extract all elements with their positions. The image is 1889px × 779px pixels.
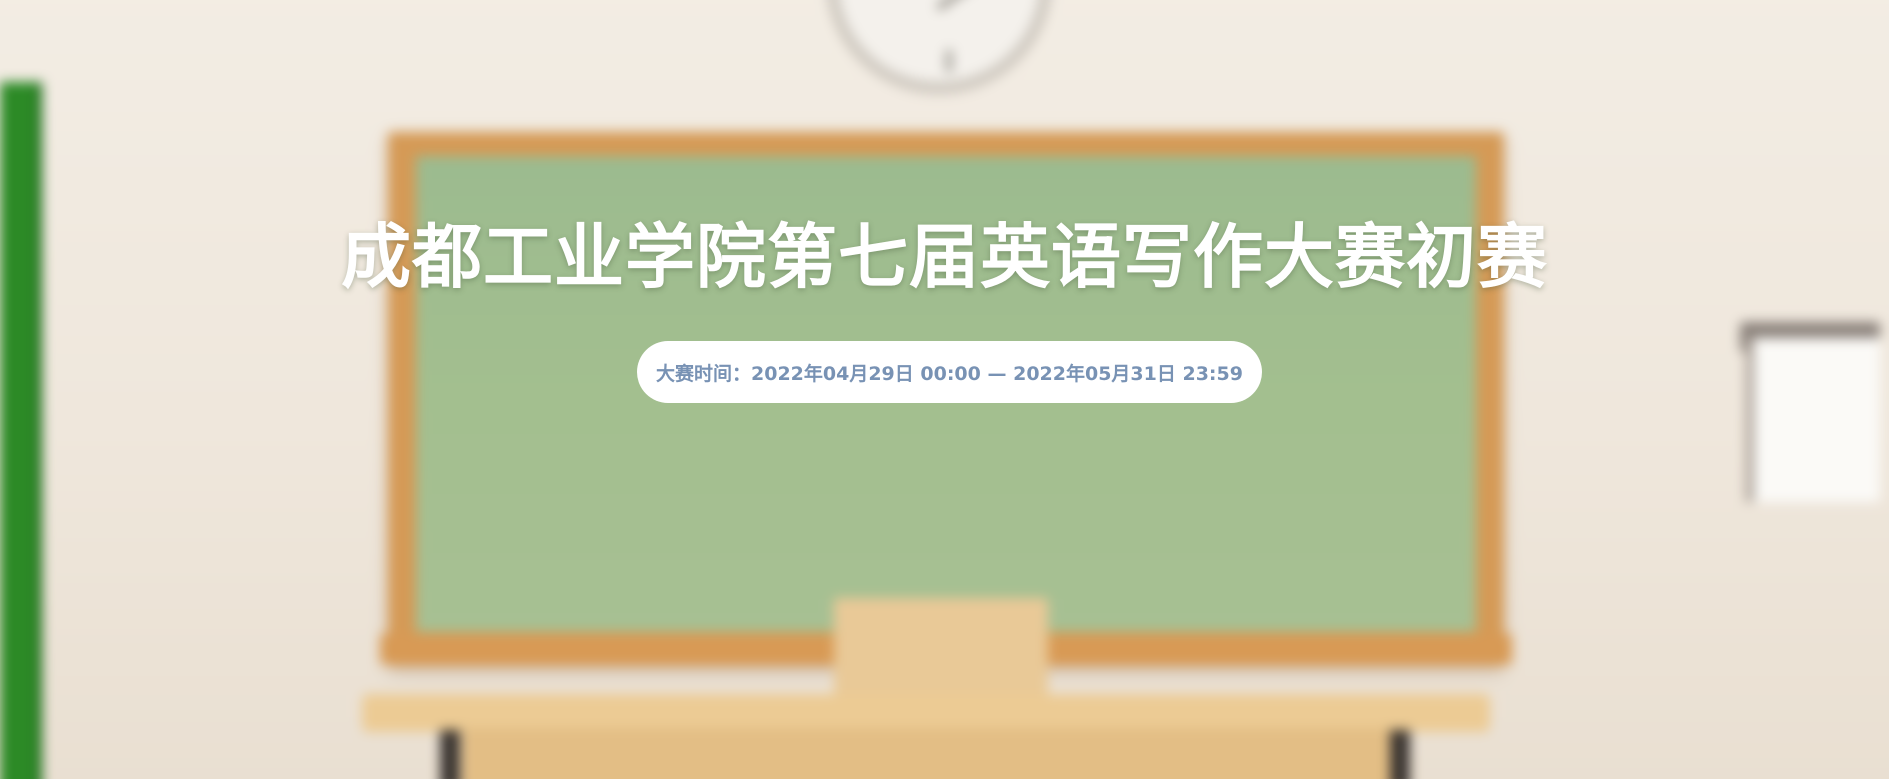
green-door-edge — [0, 82, 42, 779]
contest-title: 成都工业学院第七届英语写作大赛初赛 — [341, 216, 1548, 298]
clock-tick — [946, 50, 952, 72]
desk-leg-right — [1390, 730, 1410, 779]
contest-date-text: 大赛时间：2022年04月29日 00:00 — 2022年05月31日 23:… — [656, 362, 1243, 385]
desk-top — [362, 694, 1490, 732]
desk-leg-left — [440, 730, 460, 779]
contest-date-badge: 大赛时间：2022年04月29日 00:00 — 2022年05月31日 23:… — [637, 341, 1262, 403]
notepad — [1746, 338, 1880, 502]
podium — [834, 598, 1048, 710]
desk-body — [462, 728, 1390, 779]
